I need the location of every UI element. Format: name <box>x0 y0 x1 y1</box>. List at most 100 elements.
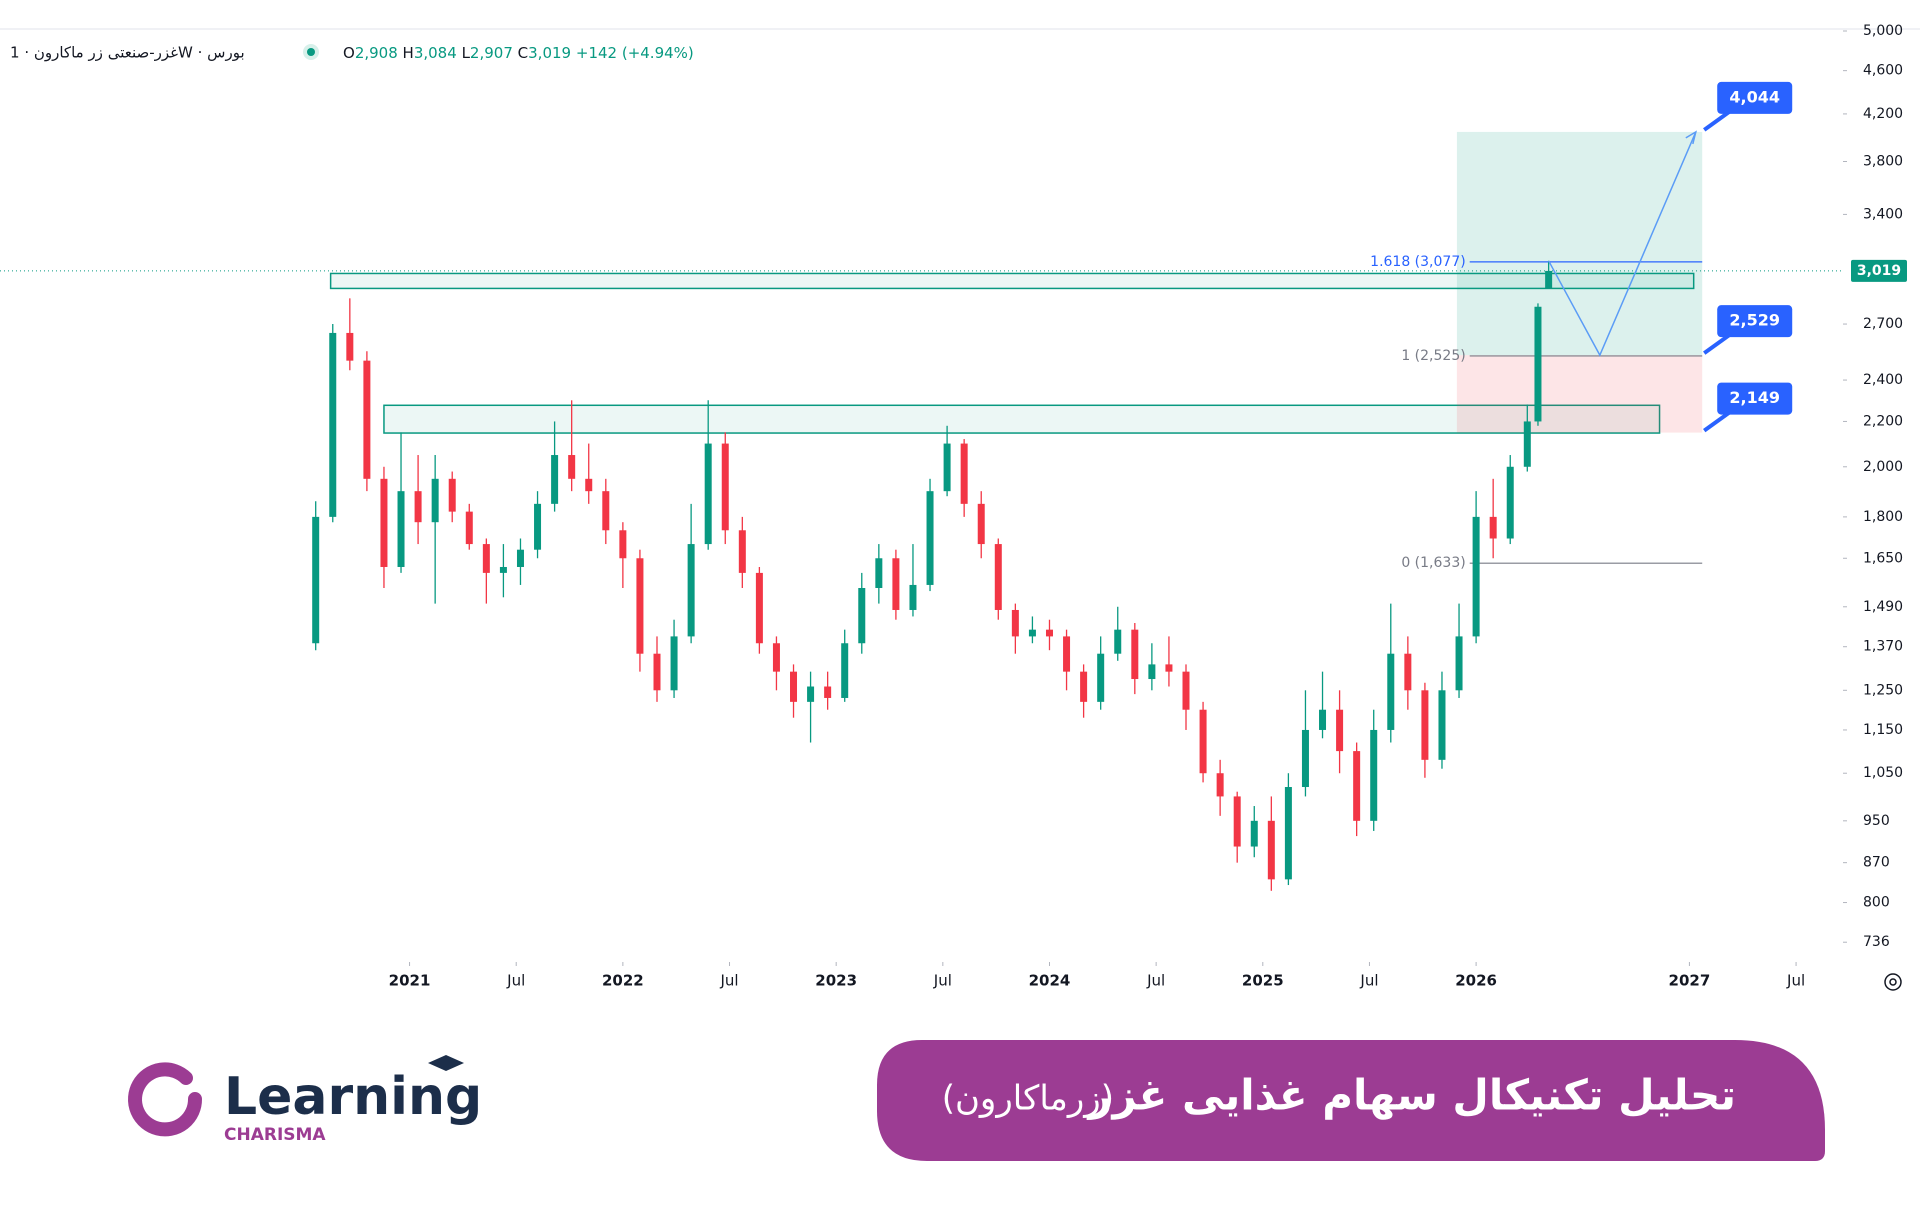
callout-pointer <box>1703 410 1731 433</box>
candle-body <box>1131 629 1139 680</box>
x-tick-label: 2027 <box>1669 972 1711 990</box>
ohlc-value: 2,907 <box>470 44 513 62</box>
candle-body <box>1080 671 1088 702</box>
candle-body <box>312 516 320 644</box>
candle-body <box>1165 664 1173 672</box>
ohlc-readout: O2,908 H3,084 L2,907 C3,019 +142 (+4.94%… <box>343 44 694 62</box>
candle-body <box>1489 516 1497 539</box>
candle-body <box>619 530 627 559</box>
x-tick-label: Jul <box>506 972 525 990</box>
callout-label: 2,529 <box>1729 311 1780 330</box>
x-tick-label: 2024 <box>1029 972 1071 990</box>
callout-pointer <box>1703 333 1731 355</box>
x-tick-label: 2025 <box>1242 972 1284 990</box>
candle-body <box>687 544 695 637</box>
candle-body <box>1438 690 1446 760</box>
candle-body <box>738 530 746 573</box>
candle-body <box>1301 729 1309 788</box>
candle-body <box>346 332 354 361</box>
candle-body <box>1421 690 1429 760</box>
candle-body <box>653 653 661 691</box>
y-tick-label: 2,200 <box>1863 413 1903 429</box>
candle-body <box>534 503 542 550</box>
last-price-label: 3,019 <box>1857 263 1901 279</box>
candle-body <box>926 491 934 585</box>
candle-body <box>977 503 985 545</box>
candle-body <box>636 558 644 654</box>
symbol-label: غزر-صنعتی زر ماکارون · 1W · بورس <box>10 44 245 62</box>
y-tick-label: 1,050 <box>1863 765 1903 781</box>
gear-hub <box>1889 978 1897 986</box>
y-tick-label: 3,400 <box>1863 206 1903 222</box>
candle-body <box>790 671 798 702</box>
y-tick-label: 1,650 <box>1863 550 1903 566</box>
candle-body <box>772 643 780 672</box>
ohlc-value: 3,084 <box>414 44 457 62</box>
y-tick-label: 736 <box>1863 934 1890 950</box>
x-tick-label: 2021 <box>389 972 431 990</box>
settings-icon[interactable] <box>1884 973 1902 991</box>
candle-body <box>551 455 559 504</box>
banner-title: تحلیل تکنیکال سهام غذایی غزر <box>1086 1071 1736 1121</box>
ohlc-key: H <box>403 44 414 62</box>
y-tick-label: 1,150 <box>1863 722 1903 738</box>
candle-body <box>721 443 729 531</box>
candle-body <box>414 491 422 523</box>
candle-body <box>1250 820 1258 847</box>
candle-body <box>1284 787 1292 880</box>
gear-ring <box>1884 973 1902 991</box>
last-price-tag <box>1851 259 1907 282</box>
logo-subtext: CHARISMA <box>224 1125 326 1145</box>
y-tick-label: 870 <box>1863 855 1890 871</box>
candle-body <box>568 455 576 479</box>
candle-body <box>875 558 883 588</box>
candle-body <box>1097 653 1105 702</box>
candle-body <box>1182 671 1190 710</box>
x-tick-label: Jul <box>1146 972 1165 990</box>
y-tick-label: 2,400 <box>1863 372 1903 388</box>
candle-body <box>892 558 900 610</box>
candle-body <box>1028 629 1036 637</box>
candle-body <box>960 443 968 504</box>
x-tick-label: Jul <box>1359 972 1378 990</box>
ohlc-value: 2,908 <box>355 44 398 62</box>
candle-body <box>1114 629 1122 654</box>
candle-body <box>397 491 405 567</box>
candle-body <box>909 584 917 610</box>
projection-arrow <box>1685 130 1697 145</box>
title-banner <box>877 1040 1825 1161</box>
y-tick-label: 2,700 <box>1863 316 1903 332</box>
callout-label: 4,044 <box>1729 87 1780 106</box>
candle-body <box>943 443 951 492</box>
resistance-zone <box>329 272 1695 290</box>
change-value: +142 (+4.94%) <box>576 44 694 62</box>
candle-body <box>1199 709 1207 774</box>
candle-body <box>858 587 866 644</box>
candle-body <box>380 478 388 567</box>
candle-body <box>1534 306 1542 422</box>
y-tick-label: 950 <box>1863 813 1890 829</box>
y-tick-label: 800 <box>1863 895 1890 911</box>
position-loss <box>1456 355 1703 433</box>
candle-body <box>1063 636 1071 672</box>
x-tick-label: Jul <box>719 972 738 990</box>
projection-path <box>1547 131 1697 357</box>
candle-body <box>1336 709 1344 752</box>
candle-body <box>824 686 832 698</box>
ohlc-key: C <box>518 44 528 62</box>
candle-body <box>602 491 610 531</box>
candle-body <box>1267 820 1275 880</box>
candle-body <box>482 544 490 573</box>
candle-body <box>329 332 337 517</box>
callout-box <box>1717 382 1793 415</box>
fib-label: 1 (2,525) <box>1401 348 1465 364</box>
banner-subtitle: (زرماکارون) <box>942 1079 1114 1119</box>
y-tick-label: 1,490 <box>1863 599 1903 615</box>
candle-body <box>1506 466 1514 539</box>
ohlc-key: L <box>462 44 471 62</box>
candle-body <box>516 549 524 567</box>
y-tick-label: 1,250 <box>1863 682 1903 698</box>
candle-body <box>1353 751 1361 821</box>
candle-body <box>1045 629 1053 637</box>
